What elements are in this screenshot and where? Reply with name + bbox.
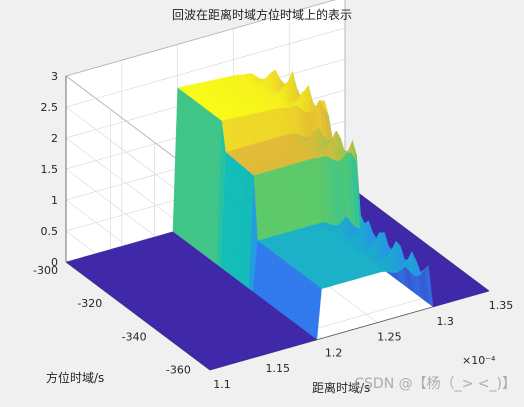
z-tick-label: 1	[51, 194, 58, 207]
z-tick-label: 0.5	[41, 225, 59, 238]
surface-plot	[65, 69, 490, 371]
x-tick-label: 1.3	[436, 315, 454, 328]
x-tick-label: 1.2	[325, 346, 343, 359]
tick-labels: 1.1 1.15 1.2 1.25 1.3 1.35 -300 -320 -340 -360 0 0.…	[33, 70, 513, 391]
z-tick-label: 0	[51, 256, 58, 269]
chart-title: 回波在距离时域方位时域上的表示	[171, 8, 352, 22]
surface-patch	[205, 365, 216, 371]
y-tick-label: -300	[33, 264, 58, 277]
y-tick-label: -320	[77, 297, 102, 310]
x-tick-label: 1.35	[489, 299, 514, 312]
z-tick-label: 3	[51, 70, 58, 83]
z-tick-label: 2	[51, 132, 58, 145]
y-axis-label: 方位时域/s	[46, 370, 104, 385]
y-tick-label: -360	[166, 364, 191, 377]
x-axis-label: 距离时域/s	[312, 380, 370, 395]
grid-line-z-back	[65, 27, 346, 108]
box-edge	[65, 0, 336, 77]
z-tick-label: 2.5	[41, 101, 59, 114]
x-tick-label: 1.1	[213, 378, 231, 391]
x-axis-exponent: ×10⁻⁴	[462, 354, 496, 367]
x-tick-label: 1.15	[266, 362, 291, 375]
x-tick-label: 1.25	[377, 331, 402, 344]
watermark: CSDN @【杨（_> <_)】	[354, 376, 516, 392]
y-tick-label: -340	[122, 331, 147, 344]
z-tick-label: 1.5	[41, 163, 59, 176]
